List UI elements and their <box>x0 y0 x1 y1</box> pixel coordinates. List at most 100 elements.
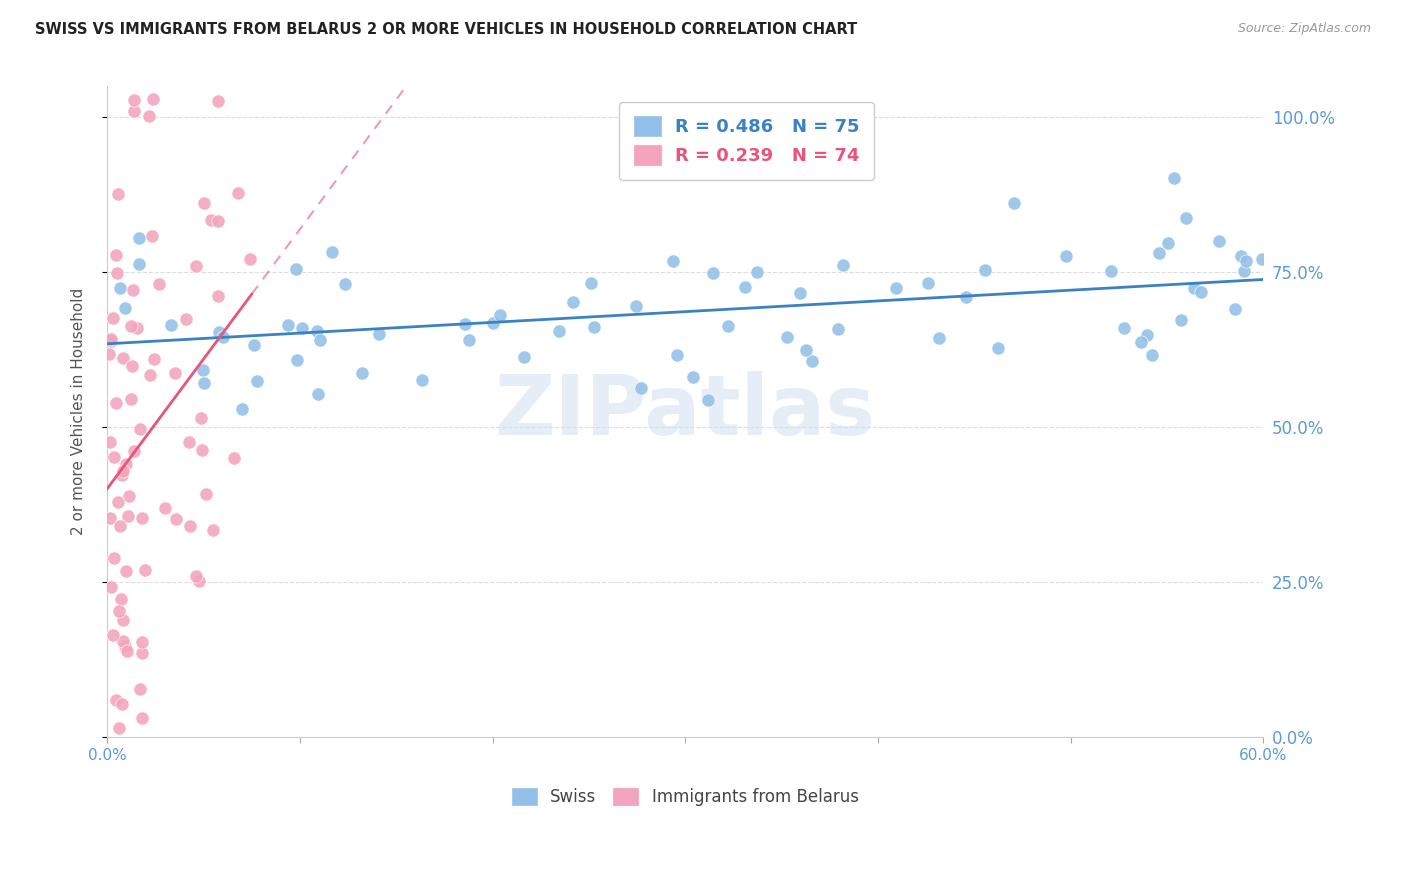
Point <box>955 290 977 304</box>
Point <box>165 512 187 526</box>
Point <box>1208 235 1230 249</box>
Point <box>122 104 145 119</box>
Point <box>131 635 153 649</box>
Point <box>1054 249 1077 263</box>
Point <box>1234 253 1257 268</box>
Point <box>231 402 253 417</box>
Point <box>696 392 718 407</box>
Point <box>973 263 995 277</box>
Point <box>128 231 150 245</box>
Point <box>111 697 134 711</box>
Point <box>188 574 211 588</box>
Point <box>122 444 145 458</box>
Point <box>100 334 122 349</box>
Point <box>139 368 162 382</box>
Point <box>98 435 121 450</box>
Point <box>112 464 135 478</box>
Point <box>1149 246 1171 260</box>
Point <box>111 633 134 648</box>
Point <box>101 628 124 642</box>
Point <box>662 253 685 268</box>
Point <box>789 286 811 301</box>
Point <box>285 262 308 277</box>
Point <box>800 354 823 368</box>
Point <box>277 318 299 332</box>
Point <box>184 259 207 273</box>
Point <box>928 331 950 345</box>
Point <box>1191 285 1213 299</box>
Point <box>307 386 329 401</box>
Point <box>1129 335 1152 350</box>
Point <box>138 109 160 123</box>
Point <box>112 613 135 627</box>
Point <box>291 321 314 335</box>
Point <box>794 343 817 357</box>
Point <box>143 352 166 367</box>
Point <box>104 247 127 261</box>
Point <box>226 186 249 200</box>
Point <box>127 321 149 335</box>
Point <box>98 347 121 361</box>
Point <box>776 330 799 344</box>
Point <box>1163 171 1185 186</box>
Point <box>190 411 212 425</box>
Point <box>115 457 138 471</box>
Point <box>115 564 138 578</box>
Point <box>107 187 129 202</box>
Point <box>285 352 308 367</box>
Point <box>454 317 477 331</box>
Point <box>482 317 505 331</box>
Point <box>1156 236 1178 251</box>
Point <box>107 266 129 280</box>
Point <box>207 95 229 109</box>
Point <box>100 580 122 594</box>
Point <box>121 359 143 373</box>
Point <box>128 682 150 697</box>
Point <box>108 281 131 295</box>
Point <box>917 276 939 290</box>
Point <box>1182 281 1205 295</box>
Point <box>153 501 176 516</box>
Point <box>98 511 121 525</box>
Point <box>630 381 652 395</box>
Point <box>117 508 139 523</box>
Point <box>489 308 512 322</box>
Point <box>1140 348 1163 362</box>
Point <box>702 266 724 280</box>
Point <box>682 370 704 384</box>
Point <box>717 318 740 333</box>
Point <box>513 351 536 365</box>
Point <box>207 289 229 303</box>
Point <box>987 341 1010 355</box>
Point <box>148 277 170 291</box>
Point <box>105 692 128 706</box>
Point <box>115 644 138 658</box>
Point <box>321 244 343 259</box>
Point <box>179 435 201 450</box>
Point <box>114 301 136 315</box>
Point <box>131 511 153 525</box>
Point <box>202 523 225 537</box>
Point <box>211 330 233 344</box>
Point <box>120 392 142 406</box>
Point <box>352 366 374 380</box>
Point <box>368 327 391 342</box>
Point <box>1225 302 1247 317</box>
Point <box>160 318 183 332</box>
Point <box>104 395 127 409</box>
Point <box>307 324 329 338</box>
Point <box>174 311 197 326</box>
Point <box>122 283 145 297</box>
Point <box>122 93 145 107</box>
Point <box>207 214 229 228</box>
Point <box>333 277 356 292</box>
Point <box>108 519 131 533</box>
Point <box>224 451 246 466</box>
Point <box>101 311 124 326</box>
Point <box>107 495 129 509</box>
Point <box>1233 264 1256 278</box>
Point <box>193 195 215 210</box>
Point <box>583 319 606 334</box>
Point <box>120 319 142 334</box>
Text: ZIPatlas: ZIPatlas <box>495 371 876 452</box>
